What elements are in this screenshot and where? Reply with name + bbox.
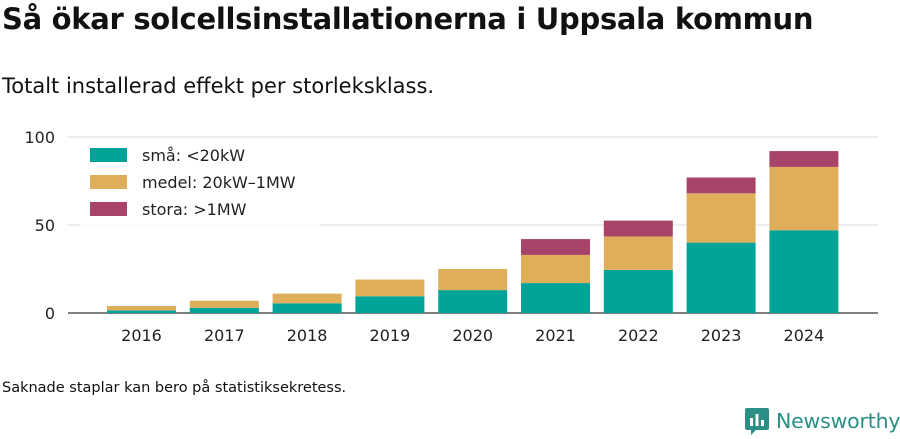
x-tick-labels: 2016 2017 2018 2019 2020 2021 2022 2023 2024 [121,326,824,345]
bar-segment [438,269,508,291]
bar-segment [603,220,673,237]
x-tick-label: 2023 [701,326,742,345]
bar-segment [603,269,673,313]
legend-label: medel: 20kW–1MW [142,173,296,192]
legend-label: stora: >1MW [142,200,247,219]
bar-segment [272,293,342,304]
y-tick-label: 100 [24,128,55,147]
x-tick-label: 2018 [287,326,328,345]
newsworthy-logo-icon [745,408,769,435]
bar-segment [189,300,259,308]
bar-segment [521,254,590,284]
chart-subtitle: Totalt installerad effekt per storlekskl… [2,74,435,98]
bar-segment [355,296,425,313]
legend-label: små: <20kW [142,146,245,165]
bar-segment [107,310,176,313]
footnote: Saknade staplar kan bero på statistiksek… [2,380,347,396]
bar-segment [769,151,839,167]
legend-swatch [90,202,127,216]
bar-segment [521,283,590,313]
bar-segment [769,230,839,313]
bar-segment [107,305,176,311]
x-tick-label: 2020 [452,326,493,345]
x-tick-label: 2021 [535,326,576,345]
x-tick-label: 2024 [784,326,825,345]
y-tick-labels: 0 50 100 [24,128,55,323]
bars [107,151,839,313]
chart-title: Så ökar solcellsinstallationerna i Uppsa… [2,2,814,36]
legend-swatch [90,175,127,189]
bar-segment [189,307,259,313]
bar-segment [521,239,590,255]
brand-name: Newsworthy [776,409,900,433]
brand-logo[interactable]: Newsworthy [744,404,900,438]
x-tick-label: 2017 [204,326,245,345]
bar-segment [603,236,673,270]
bar-segment [686,193,756,243]
bar-segment [355,279,425,297]
y-tick-label: 50 [35,216,55,235]
bar-segment [438,290,508,313]
x-tick-label: 2022 [618,326,659,345]
x-tick-label: 2016 [121,326,162,345]
legend-swatch [90,148,127,162]
y-tick-label: 0 [45,304,55,323]
bar-segment [686,242,756,313]
bar-segment [686,177,756,194]
x-tick-label: 2019 [370,326,411,345]
bar-segment [272,303,342,313]
legend: små: <20kW medel: 20kW–1MW stora: >1MW [80,141,320,229]
bar-segment [769,166,839,231]
